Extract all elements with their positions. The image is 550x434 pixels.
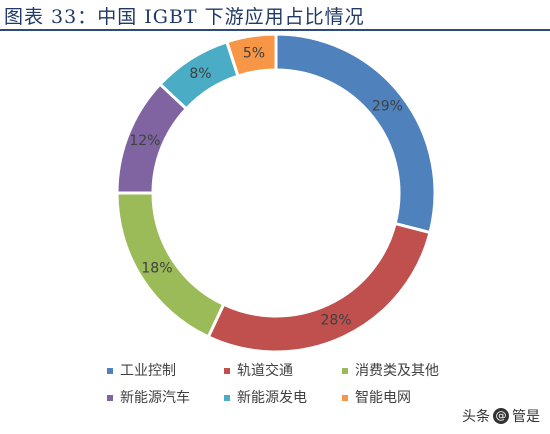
figure-title: 图表 33：中国 IGBT 下游应用占比情况 bbox=[4, 6, 365, 28]
watermark: 头条 @ 管是 bbox=[462, 406, 540, 426]
legend-swatch-轨道交通 bbox=[224, 368, 230, 374]
slice-智能电网 bbox=[224, 32, 278, 78]
legend-swatch-新能源发电 bbox=[224, 395, 230, 401]
slice-label-智能电网: 5% bbox=[243, 46, 265, 62]
slice-label-新能源发电: 8% bbox=[189, 66, 211, 82]
donut-slices bbox=[115, 32, 437, 354]
legend-label-新能源发电: 新能源发电 bbox=[237, 390, 307, 406]
legend-swatch-智能电网 bbox=[342, 395, 348, 401]
watermark-at-badge: @ bbox=[493, 408, 509, 424]
slice-labels: 29% 28% 18% 12% 8% 5% bbox=[129, 46, 403, 329]
legend-swatch-新能源汽车 bbox=[107, 395, 113, 401]
legend-label-工业控制: 工业控制 bbox=[120, 363, 176, 379]
slice-label-消费类及其他: 18% bbox=[141, 261, 172, 277]
legend-swatch-工业控制 bbox=[107, 368, 113, 374]
slice-工业控制 bbox=[274, 32, 437, 235]
title-rule bbox=[0, 29, 550, 31]
watermark-name: 管是 bbox=[512, 409, 540, 425]
slice-label-轨道交通: 28% bbox=[320, 313, 351, 329]
legend-label-轨道交通: 轨道交通 bbox=[237, 362, 293, 379]
legend-swatch-消费类及其他 bbox=[342, 368, 348, 374]
legend-label-消费类及其他: 消费类及其他 bbox=[355, 363, 439, 379]
watermark-prefix: 头条 bbox=[462, 409, 490, 425]
legend-label-新能源汽车: 新能源汽车 bbox=[120, 389, 190, 406]
slice-轨道交通 bbox=[206, 221, 432, 354]
slice-label-新能源汽车: 12% bbox=[129, 133, 160, 149]
legend-label-智能电网: 智能电网 bbox=[355, 390, 411, 406]
slice-label-工业控制: 29% bbox=[372, 99, 403, 115]
